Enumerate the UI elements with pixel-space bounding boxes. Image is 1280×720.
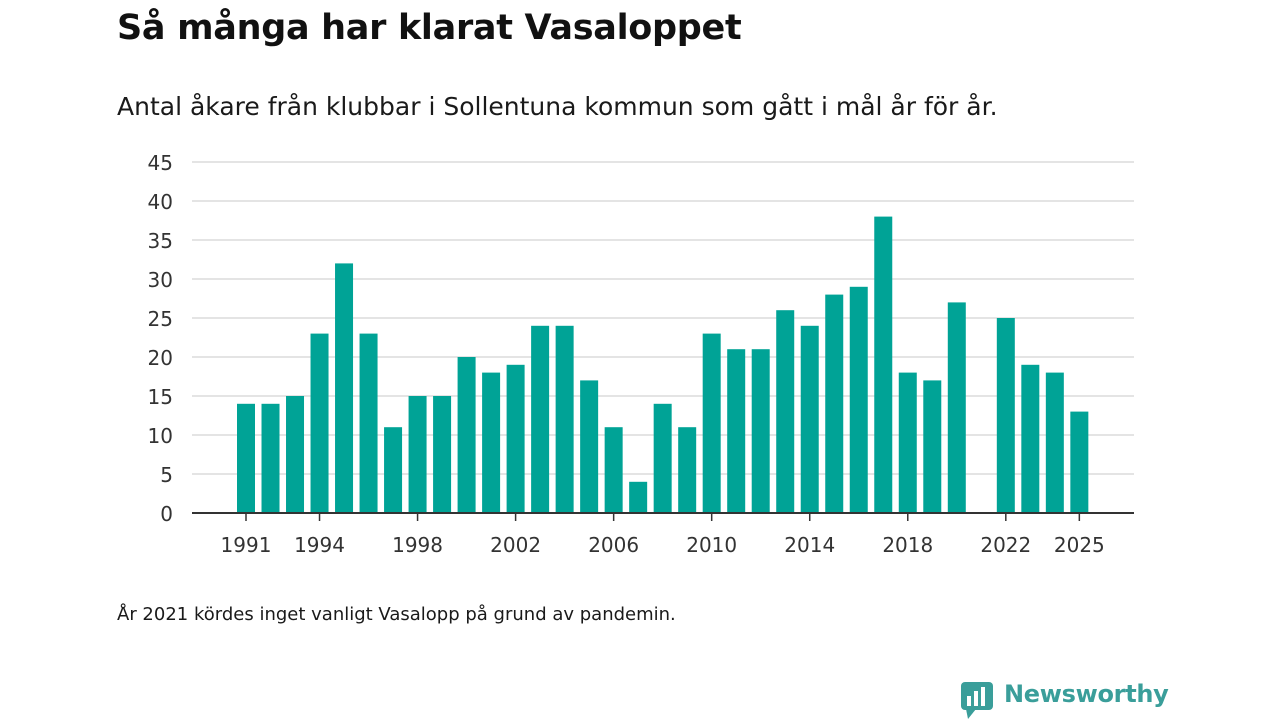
x-tick-label: 2025: [1054, 533, 1105, 557]
bar-2003: [531, 325, 550, 513]
bar-2004: [555, 325, 574, 513]
footnote: År 2021 kördes inget vanligt Vasalopp på…: [117, 604, 676, 625]
y-tick-label: 25: [148, 307, 173, 331]
bar-1994: [310, 333, 329, 513]
bar-2015: [825, 294, 844, 513]
bar-2019: [923, 380, 942, 513]
bar-2006: [604, 427, 623, 513]
bar-2011: [727, 349, 746, 513]
y-tick-label: 0: [160, 502, 173, 526]
y-tick-label: 5: [160, 463, 173, 487]
x-tick-label: 1998: [392, 533, 443, 557]
y-tick-label: 10: [148, 424, 173, 448]
bar-2010: [702, 333, 721, 513]
x-tick-label: 1991: [221, 533, 272, 557]
bar-1999: [433, 396, 452, 513]
bar-2022: [996, 318, 1015, 513]
bar-2025: [1070, 411, 1089, 513]
bar-2020: [947, 302, 966, 513]
bar-1997: [384, 427, 403, 513]
bar-2014: [800, 325, 819, 513]
x-tick-label: 2022: [980, 533, 1031, 557]
bar-2009: [678, 427, 697, 513]
x-tick-label: 2014: [784, 533, 835, 557]
bar-2007: [629, 481, 648, 513]
bar-2008: [653, 403, 672, 513]
y-tick-label: 40: [148, 190, 173, 214]
y-tick-label: 30: [148, 268, 173, 292]
bar-2017: [874, 216, 893, 513]
bar-2013: [776, 310, 795, 513]
y-axis-ticks: 0 5 10 15 20 25 30 35 40 45: [148, 151, 173, 526]
y-tick-label: 20: [148, 346, 173, 370]
x-axis-ticks: 1991 1994 1998 2002 2006 2010 2014 2018 2022 2025: [221, 513, 1105, 557]
chart-subtitle: Antal åkare från klubbar i Sollentuna ko…: [117, 92, 998, 121]
bar-1992: [261, 403, 280, 513]
x-tick-label: 1994: [294, 533, 345, 557]
x-tick-label: 2010: [686, 533, 737, 557]
newsworthy-logo-icon: [961, 682, 993, 719]
bar-2002: [506, 364, 525, 513]
bar-2012: [751, 349, 770, 513]
bar-2005: [580, 380, 599, 513]
bar-2016: [849, 286, 868, 513]
x-tick-label: 2018: [882, 533, 933, 557]
chart-title: Så många har klarat Vasaloppet: [117, 8, 742, 48]
y-tick-label: 45: [148, 151, 173, 175]
x-tick-label: 2002: [490, 533, 541, 557]
bars: [237, 216, 1089, 513]
bar-1991: [237, 403, 255, 513]
bar-2000: [457, 357, 476, 513]
bar-1996: [359, 333, 378, 513]
y-tick-label: 15: [148, 385, 173, 409]
bar-2018: [898, 372, 917, 513]
brand-logo: Newsworthy: [960, 680, 1169, 720]
bar-1995: [335, 263, 354, 513]
y-tick-label: 35: [148, 229, 173, 253]
x-tick-label: 2006: [588, 533, 639, 557]
bar-2024: [1045, 372, 1064, 513]
bar-2023: [1021, 364, 1040, 513]
brand-name: Newsworthy: [1004, 680, 1169, 708]
bar-1998: [408, 396, 427, 513]
bar-2001: [482, 372, 501, 513]
bar-1993: [286, 396, 305, 513]
